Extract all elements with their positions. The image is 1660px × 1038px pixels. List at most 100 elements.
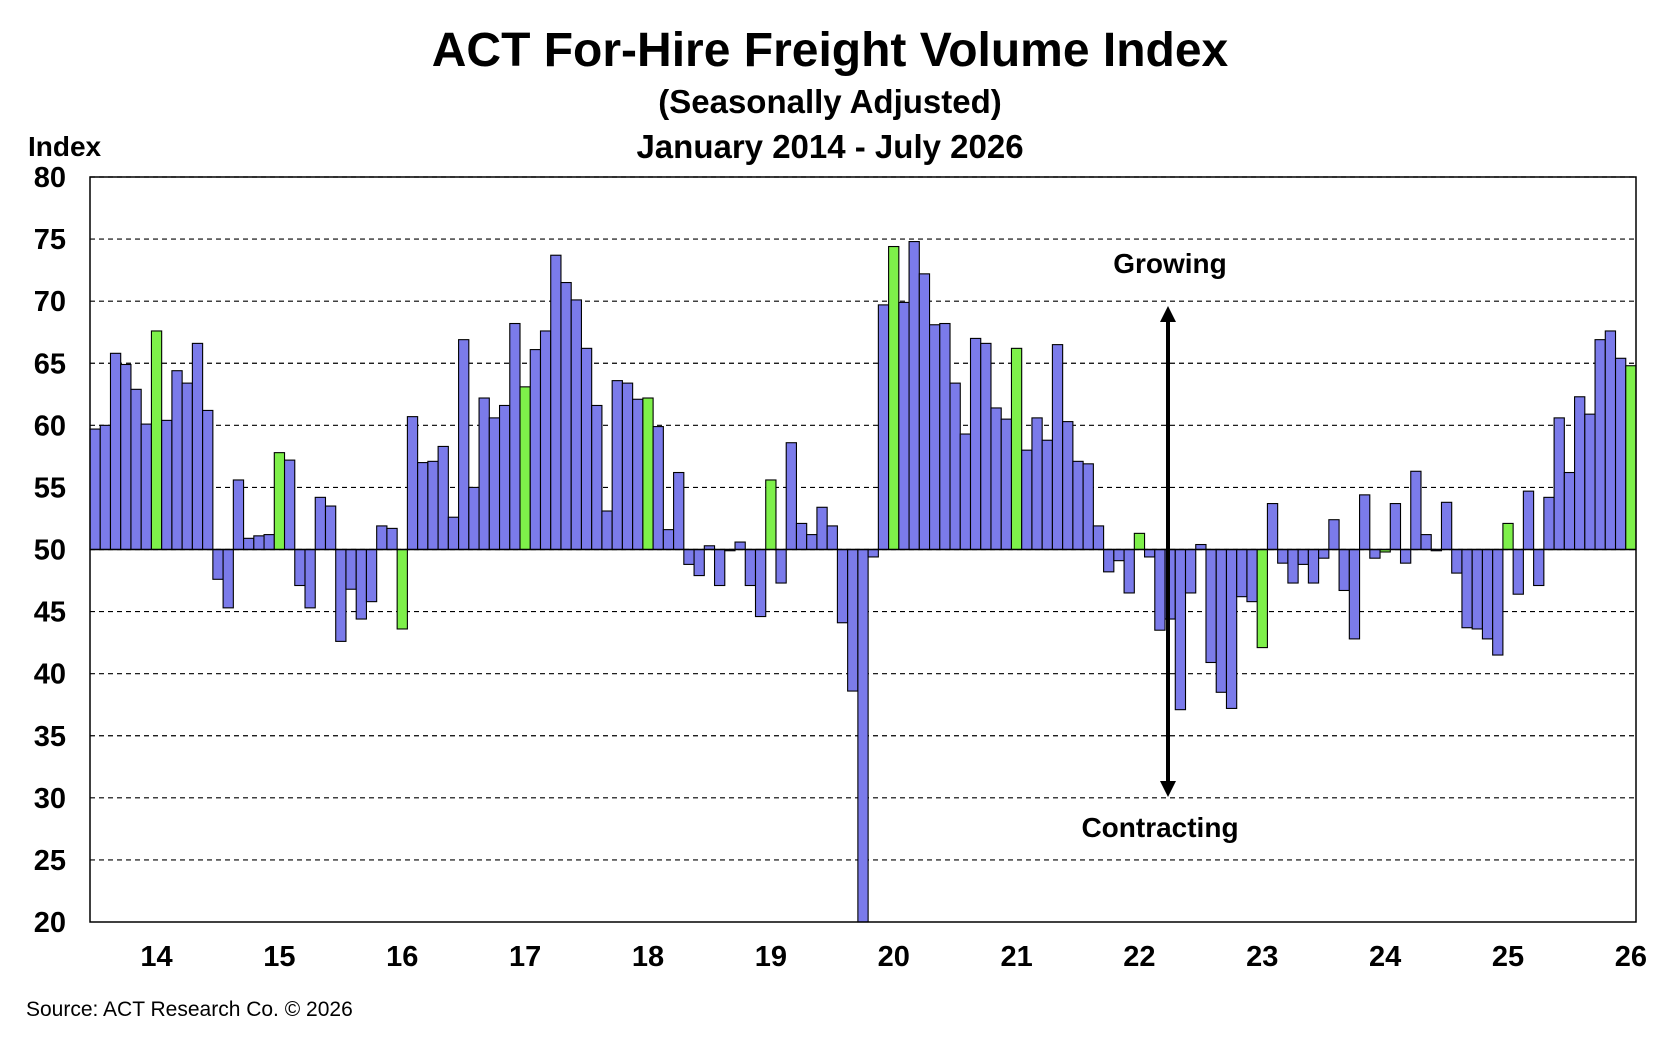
bar	[928, 324, 941, 551]
bar	[570, 299, 582, 551]
bar	[580, 347, 593, 551]
bar	[509, 322, 521, 551]
x-tick-label: 15	[263, 941, 295, 973]
bar	[990, 407, 1002, 551]
y-tick-label: 40	[34, 659, 66, 691]
bar	[294, 548, 306, 587]
bar	[785, 442, 798, 551]
bar	[498, 404, 511, 551]
bar	[980, 342, 992, 551]
bar	[1471, 548, 1483, 630]
bar	[550, 254, 562, 551]
bar	[1277, 548, 1289, 564]
bar	[1133, 532, 1146, 551]
bar	[263, 534, 275, 551]
bar	[1092, 525, 1105, 551]
x-tick-label: 17	[509, 941, 541, 973]
bar	[1082, 463, 1094, 551]
bars	[89, 241, 1637, 923]
chart-subtitle: (Seasonally Adjusted)	[658, 83, 1002, 120]
bar	[386, 527, 398, 551]
bar	[1318, 548, 1330, 559]
contracting-label: Contracting	[1081, 812, 1238, 843]
bar	[621, 382, 634, 551]
bar	[1144, 548, 1156, 558]
bar	[939, 322, 951, 551]
bar	[1359, 494, 1371, 551]
x-tick-label: 18	[632, 941, 664, 973]
bar	[1522, 490, 1535, 551]
x-tick-label: 25	[1492, 941, 1524, 973]
bar	[417, 462, 429, 551]
bar	[1348, 548, 1361, 640]
bar	[314, 496, 327, 551]
bar	[754, 548, 767, 618]
bar	[918, 273, 931, 551]
bar	[1594, 339, 1606, 551]
plot-frame	[89, 176, 1637, 923]
bar	[529, 349, 542, 551]
bar	[775, 548, 787, 584]
bar	[632, 398, 644, 551]
bar	[1041, 439, 1053, 551]
growing-label: Growing	[1113, 248, 1227, 279]
bar	[140, 423, 152, 551]
bar	[1451, 548, 1463, 574]
x-tick-label: 24	[1369, 941, 1401, 973]
bar	[1420, 534, 1432, 551]
bar	[478, 397, 490, 551]
bar	[1184, 548, 1197, 594]
x-tick-label: 16	[386, 941, 418, 973]
bar	[365, 548, 378, 603]
bar	[1328, 519, 1340, 551]
x-tick-label: 26	[1615, 941, 1647, 973]
bar	[1031, 417, 1043, 551]
bar	[1533, 548, 1545, 587]
bar	[959, 433, 972, 551]
bar	[1604, 330, 1617, 551]
bar	[662, 529, 675, 551]
y-tick-label: 55	[34, 472, 66, 504]
bar	[304, 548, 316, 609]
x-tick-label: 19	[755, 941, 787, 973]
bar	[1174, 548, 1187, 711]
bar	[642, 397, 654, 551]
bar	[396, 548, 408, 630]
chart-period: January 2014 - July 2026	[636, 128, 1023, 165]
bar	[130, 388, 142, 551]
bar	[898, 301, 910, 551]
x-tick-label: 21	[1000, 941, 1032, 973]
bar	[539, 330, 552, 551]
bar	[1246, 548, 1258, 603]
bar	[857, 548, 869, 923]
bar	[406, 416, 419, 551]
bar	[519, 386, 531, 551]
x-tick-label: 14	[140, 941, 172, 973]
bar	[437, 445, 449, 551]
x-tick-label: 23	[1246, 941, 1278, 973]
bar	[693, 548, 705, 577]
bar	[447, 516, 460, 551]
bar	[324, 505, 337, 551]
bar	[232, 479, 245, 551]
bar	[1010, 347, 1023, 551]
bar	[161, 419, 173, 551]
arrow-up-head	[1160, 306, 1176, 322]
bar	[888, 245, 900, 551]
bar	[1440, 501, 1453, 551]
bar	[109, 352, 122, 551]
y-tick-label: 25	[34, 845, 66, 877]
bar	[683, 548, 695, 565]
bar	[744, 548, 757, 587]
bar	[601, 510, 613, 551]
bar	[191, 342, 204, 551]
bar	[222, 548, 234, 609]
bar	[1553, 417, 1565, 551]
bar	[1215, 548, 1228, 693]
bar	[1461, 548, 1473, 629]
bar	[560, 281, 572, 551]
bar	[836, 548, 849, 624]
bar	[816, 506, 828, 551]
bar	[171, 370, 183, 551]
bar	[1543, 496, 1555, 551]
